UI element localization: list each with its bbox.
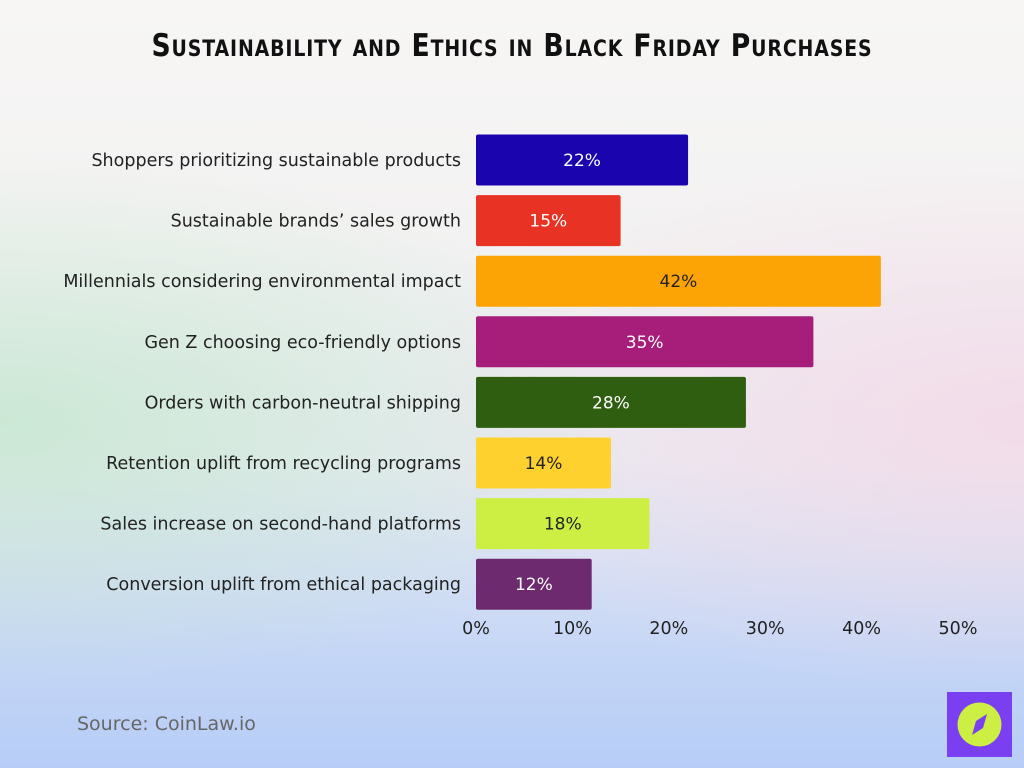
data-label: 14% [525,454,563,474]
bar [476,316,814,368]
category-label: Gen Z choosing eco-friendly options [144,333,461,353]
bar [476,376,746,428]
data-label: 22% [563,151,601,171]
category-label: Millennials considering environmental im… [63,272,461,292]
x-tick-label: 40% [842,619,881,639]
x-tick-label: 0% [462,619,490,639]
category-label: Shoppers prioritizing sustainable produc… [91,151,461,171]
logo [947,692,1012,757]
data-label: 12% [515,575,553,595]
category-label: Conversion uplift from ethical packaging [106,575,461,595]
category-label: Sustainable brands’ sales growth [171,212,461,232]
bar [476,134,689,186]
data-label: 42% [660,272,698,292]
compass-icon [957,702,1002,747]
x-tick-label: 10% [553,619,592,639]
x-tick-label: 50% [939,619,978,639]
source-text: Source: CoinLaw.io [77,713,256,735]
chart-title: Sustainability and Ethics in Black Frida… [151,28,873,64]
bar [476,255,881,307]
category-label: Orders with carbon-neutral shipping [145,393,461,413]
category-label: Retention uplift from recycling programs [106,454,461,474]
bar [476,558,592,610]
bar [476,437,611,489]
data-label: 35% [626,333,664,353]
x-tick-label: 20% [649,619,688,639]
x-tick-label: 30% [746,619,785,639]
category-label: Sales increase on second-hand platforms [100,515,461,535]
data-label: 28% [592,393,630,413]
bar [476,195,621,247]
bar [476,498,650,550]
data-label: 15% [529,212,567,232]
data-label: 18% [544,515,582,535]
